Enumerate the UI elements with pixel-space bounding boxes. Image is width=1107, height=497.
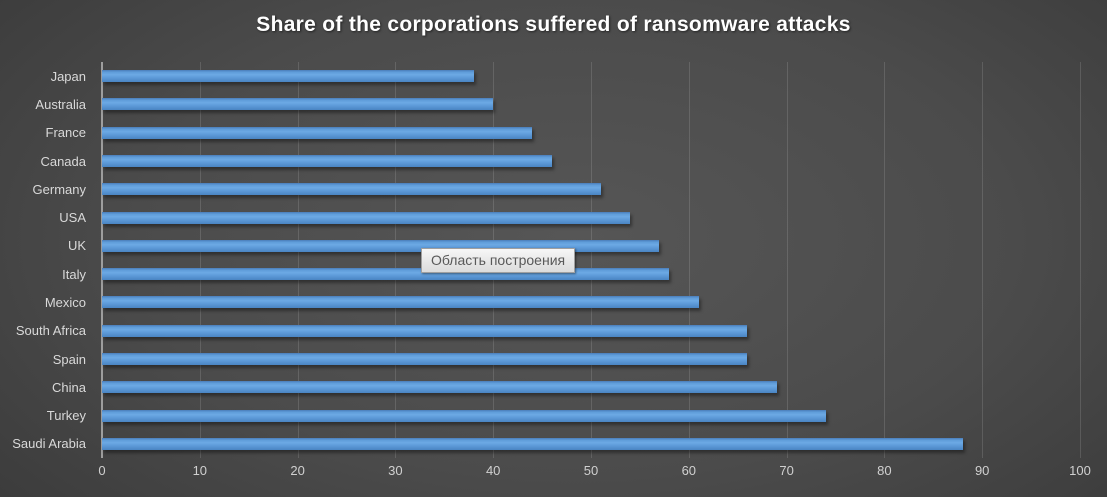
bar-turkey[interactable] [102, 409, 826, 422]
x-tick-label: 0 [98, 463, 106, 478]
x-tick-label: 50 [583, 463, 599, 478]
plot-area[interactable] [101, 62, 1081, 458]
bar-italy[interactable] [102, 268, 670, 281]
category-label: Turkey [46, 408, 86, 424]
gridline [884, 62, 886, 458]
x-axis-labels: 0 10 20 30 40 50 60 70 80 90 100 [0, 463, 1107, 481]
gridline [395, 62, 397, 458]
category-label: Mexico [44, 294, 86, 310]
category-label: Japan [50, 68, 86, 84]
x-tick-label: 30 [388, 463, 403, 478]
category-label: Canada [40, 153, 86, 169]
bar-saudi-arabia[interactable] [102, 437, 963, 450]
bar-australia[interactable] [102, 98, 494, 111]
plot-area-tooltip: Область построения [421, 248, 576, 273]
x-tick-label: 70 [779, 463, 794, 478]
y-axis-labels: Japan Australia France Canada Germany USA UK It… [0, 62, 94, 458]
chart-title[interactable]: Share of the corporations suffered of ra… [256, 13, 851, 36]
category-label: UK [67, 238, 86, 254]
bar-germany[interactable] [102, 183, 601, 196]
category-label: Saudi Arabia [12, 436, 86, 452]
category-label: Australia [35, 96, 86, 112]
x-tick-label: 90 [974, 463, 990, 478]
category-label: Italy [62, 266, 86, 282]
bar-france[interactable] [102, 126, 533, 139]
category-label: USA [59, 210, 86, 226]
gridline [982, 62, 984, 458]
bar-spain[interactable] [102, 353, 748, 365]
y-axis-line [101, 62, 103, 458]
x-tick-label: 100 [1069, 463, 1091, 478]
bar-canada[interactable] [102, 155, 552, 167]
x-tick-label: 40 [485, 463, 501, 478]
category-label: China [52, 379, 86, 395]
gridline [786, 62, 788, 458]
gridline [297, 62, 299, 458]
gridline [1080, 62, 1081, 458]
bar-japan[interactable] [102, 70, 474, 83]
x-tick-label: 60 [681, 463, 697, 478]
gridline [688, 62, 690, 458]
x-tick-label: 10 [192, 463, 208, 478]
gridline [199, 62, 201, 458]
category-label: South Africa [15, 323, 86, 339]
category-label: France [45, 125, 86, 141]
category-label: Germany [32, 181, 86, 197]
bar-china[interactable] [102, 381, 777, 394]
x-tick-label: 20 [290, 463, 305, 478]
category-label: Spain [52, 351, 86, 367]
x-tick-label: 80 [877, 463, 892, 478]
bar-south-africa[interactable] [102, 324, 748, 337]
gridline [591, 62, 592, 458]
bar-uk[interactable] [102, 239, 660, 252]
bar-usa[interactable] [102, 211, 631, 224]
bar-mexico[interactable] [102, 296, 699, 309]
